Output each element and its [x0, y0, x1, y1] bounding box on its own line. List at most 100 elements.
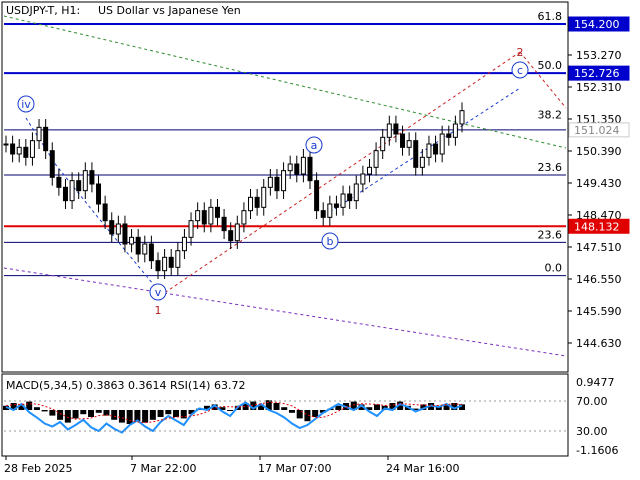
price-tick-label: 146.550 [576, 273, 622, 286]
macd-bar [103, 410, 110, 416]
price-tag [568, 122, 630, 138]
macd-bar [111, 410, 118, 420]
candle-body [208, 206, 214, 225]
wave-marker [321, 232, 339, 250]
macd-bar [358, 404, 365, 410]
price-tick-label: 145.590 [576, 305, 622, 318]
candle-body [195, 210, 201, 222]
candle-body [155, 260, 161, 272]
macd-bar [219, 407, 226, 410]
candle-body [175, 250, 181, 268]
candle-body [228, 230, 234, 242]
price-tick-label: 150.390 [576, 145, 622, 158]
macd-bar [57, 410, 64, 420]
candle-body [446, 133, 452, 138]
candle-body [36, 126, 42, 142]
candle-body [439, 133, 445, 155]
wave-label: c [517, 64, 523, 77]
support-trendline [3, 267, 567, 357]
wave-label: a [311, 139, 318, 152]
candle-body [287, 163, 293, 172]
indicator-pane-frame [1, 373, 569, 457]
candle-body [62, 186, 68, 202]
time-tick-label: 7 Mar 22:00 [130, 462, 196, 475]
macd-bar [397, 401, 404, 410]
candle-body [340, 193, 346, 208]
time-tick-label: 17 Mar 07:00 [258, 462, 331, 475]
wave-label: 2 [517, 46, 524, 59]
indicator-tick-label: 70.00 [576, 395, 608, 408]
candle-body [76, 180, 82, 192]
macd-bar [26, 401, 33, 410]
candle-body [373, 150, 379, 168]
candle-body [16, 146, 22, 155]
candle-body [102, 203, 108, 222]
candle-body [109, 220, 115, 235]
candle-body [23, 146, 29, 158]
wave-marker [17, 95, 35, 113]
candle-body [274, 176, 280, 192]
candle-body [82, 170, 88, 192]
macd-bar [165, 410, 172, 415]
macd-signal-line [5, 401, 463, 424]
fib-level-label: 23.6 [538, 161, 563, 174]
macd-bar [126, 410, 133, 424]
macd-bar [451, 403, 458, 410]
macd-bar [157, 410, 164, 417]
candle-body [248, 196, 254, 212]
candle-body [122, 223, 128, 245]
macd-bar [41, 410, 48, 412]
candle-body [43, 126, 49, 152]
candle-body [281, 170, 287, 192]
rsi-line [5, 401, 463, 434]
indicator-tick-label: 0.9477 [576, 376, 615, 389]
price-tick-label: 144.630 [576, 337, 622, 350]
indicator-title: MACD(5,34,5) 0.3863 0.3614 RSI(14) 63.72 [6, 379, 245, 392]
macd-bar [227, 410, 234, 411]
candle-body [10, 143, 16, 155]
candle-body [320, 210, 326, 218]
macd-bar [412, 408, 419, 410]
macd-bar [296, 410, 303, 419]
candle-body [307, 156, 313, 182]
wave-label: iv [21, 98, 31, 111]
wave-label: v [155, 286, 162, 299]
macd-bar [373, 404, 380, 410]
candle-body [327, 203, 333, 218]
candle-body [142, 243, 148, 255]
candle-body [162, 256, 168, 272]
candle-body [254, 196, 260, 208]
candle-body [386, 123, 392, 138]
macd-bar [366, 407, 373, 410]
candle-body [49, 150, 55, 178]
wave-marker [305, 136, 323, 154]
candle-body [366, 166, 372, 175]
candle-body [96, 183, 102, 205]
candle-body [300, 156, 306, 175]
candle-body [56, 176, 62, 188]
macd-bar [142, 410, 149, 423]
projection-line [519, 51, 567, 109]
wave-label: 1 [155, 304, 162, 317]
candle-body [129, 236, 135, 245]
indicator-tick-label: 30.00 [576, 425, 608, 438]
candle-body [347, 193, 353, 202]
candle-body [221, 216, 227, 232]
candle-body [459, 110, 465, 125]
macd-bar [18, 404, 25, 410]
resistance-trendline [3, 15, 567, 149]
candle-body [360, 173, 366, 185]
wave-marker [511, 61, 529, 79]
candle-body [168, 256, 174, 268]
candle-body [433, 143, 439, 155]
macd-bar [95, 410, 102, 413]
macd-bar [118, 410, 125, 423]
price-tag [568, 16, 630, 32]
macd-bar [258, 404, 265, 410]
candle-body [380, 136, 386, 152]
candle-body [188, 220, 194, 238]
wave-label: b [327, 235, 334, 248]
candle-body [135, 236, 141, 255]
fib-level-label: 61.8 [538, 10, 563, 23]
